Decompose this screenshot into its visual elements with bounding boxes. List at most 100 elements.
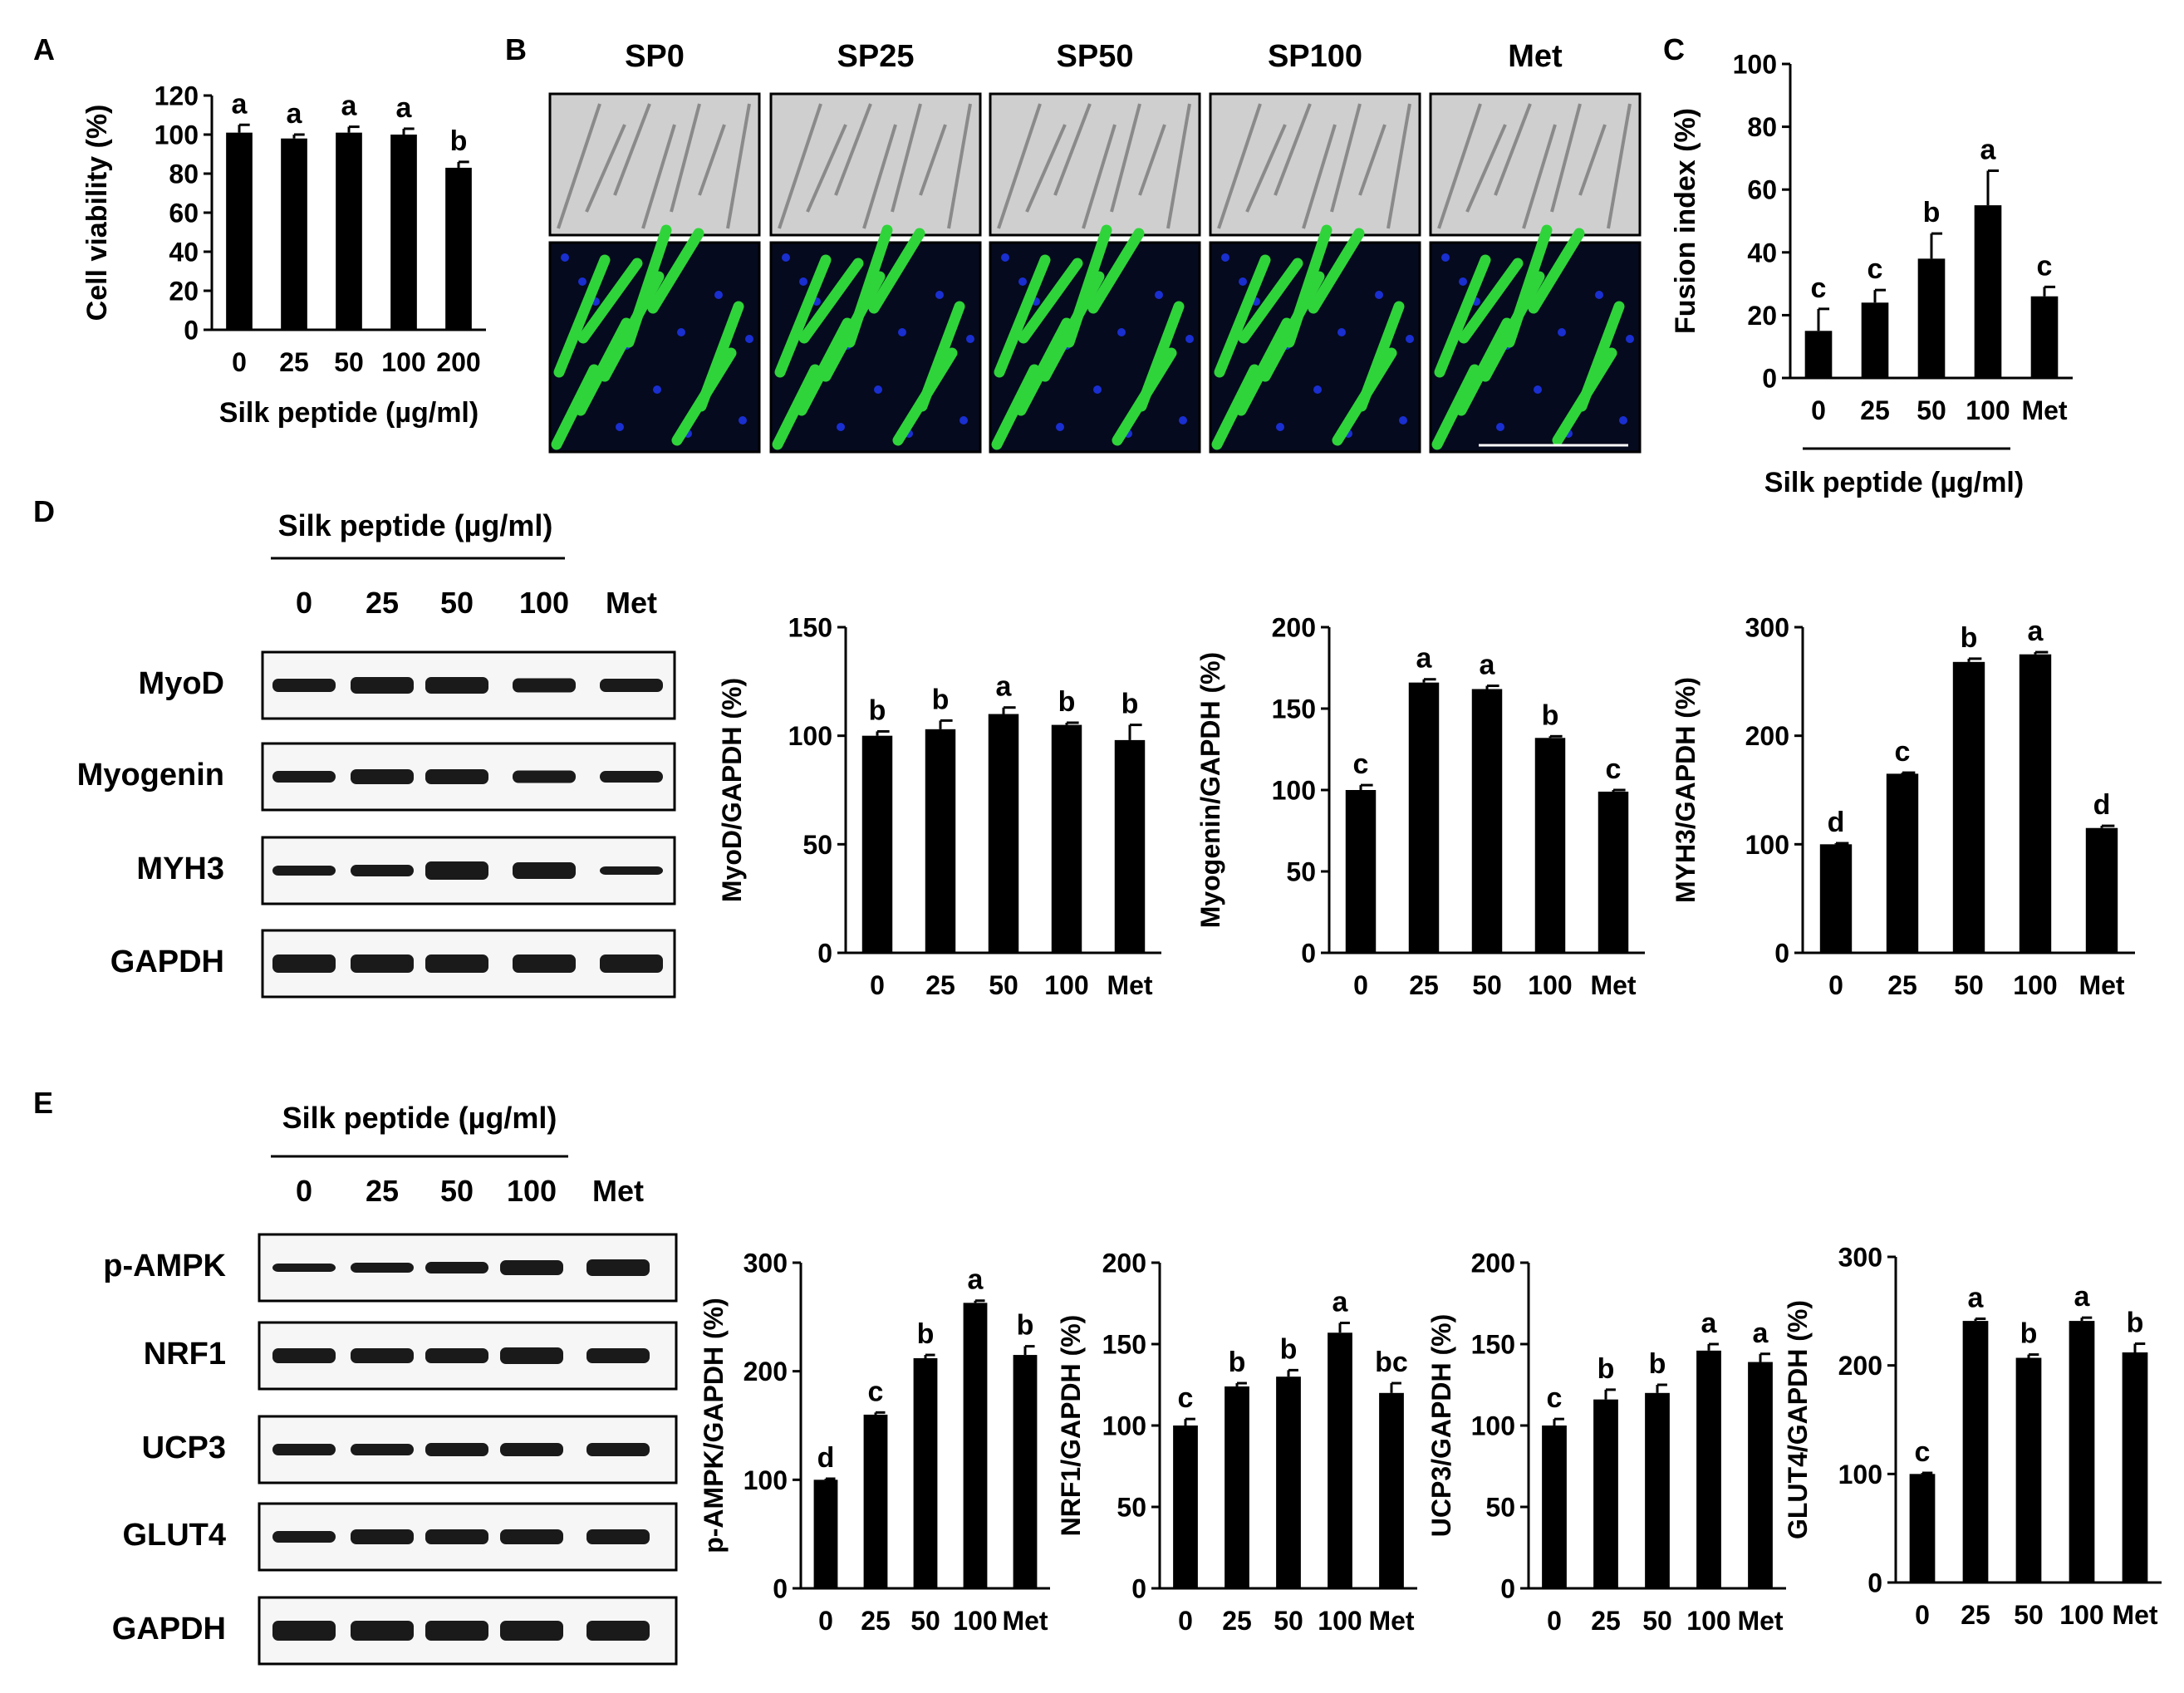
chart-d1: 0 50 100 150 MyoD/GAPDH (%) b 0 b 25 a 50 b 100 b Met: [717, 613, 1161, 1000]
nucleus-stain: [935, 291, 944, 299]
chart-d1-bar: [861, 735, 893, 953]
nucleus-stain: [714, 291, 723, 299]
blot-e-lane-label: 50: [440, 1174, 474, 1208]
myotube-stain: [647, 228, 704, 314]
chart-a-significance-letter: a: [232, 88, 248, 120]
blot-e-band: [272, 1444, 336, 1455]
nucleus-stain: [898, 328, 906, 336]
blot-d-band: [425, 954, 488, 973]
chart-e2-significance-letter: b: [1280, 1333, 1298, 1365]
brightfield-cell: [947, 103, 972, 229]
chart-d3: 0 100 200 300 MYH3/GAPDH (%) d 0 c 25 b 50 a 100 d Met: [1671, 613, 2135, 1000]
brightfield-cell: [806, 124, 847, 213]
chart-e1-ytick-label: 200: [744, 1357, 788, 1386]
nucleus-stain: [1459, 277, 1467, 286]
chart-e3-ylabel: UCP3/GAPDH (%): [1426, 1314, 1456, 1537]
blot-e-band: [425, 1262, 488, 1273]
nucleus-stain: [1496, 423, 1504, 431]
chart-a-bar: [445, 167, 472, 330]
nucleus-stain: [1001, 253, 1009, 262]
myotube-stain: [1528, 228, 1585, 314]
chart-a-significance-letter: b: [450, 125, 468, 157]
blot-e-band: [425, 1443, 488, 1456]
chart-e1-significance-letter: b: [917, 1318, 935, 1350]
chart-d2-xtick-label: 25: [1409, 970, 1439, 1000]
chart-e4-xtick-label: 0: [1915, 1600, 1930, 1630]
chart-e1-ytick-label: 300: [744, 1249, 788, 1278]
chart-a-ytick-label: 40: [169, 238, 199, 267]
chart-e2-bar: [1276, 1376, 1301, 1588]
blot-e-treatment-label: Silk peptide (µg/ml): [282, 1101, 557, 1135]
nucleus-stain: [677, 328, 685, 336]
blot-d-band: [272, 679, 336, 692]
chart-d1-bar: [1051, 724, 1082, 953]
nucleus-stain: [1595, 291, 1603, 299]
chart-e2-xtick-label: 25: [1222, 1606, 1252, 1636]
chart-d2: 0 50 100 150 200 Myogenin/GAPDH (%) c 0 a 25 a 50 b 1…: [1195, 613, 1645, 1000]
brightfield-cell: [862, 124, 897, 229]
myotube-stain: [1018, 258, 1083, 344]
chart-c-bar: [1974, 205, 2002, 378]
chart-e4-bar: [2015, 1357, 2042, 1583]
blot-d-band: [272, 866, 336, 876]
chart-d3-ytick-label: 200: [1745, 721, 1789, 751]
chart-e3-significance-letter: a: [1701, 1308, 1718, 1339]
chart-e1-ylabel: p-AMPK/GAPDH (%): [699, 1298, 729, 1553]
blot-e-band: [272, 1621, 336, 1641]
brightfield-cell: [1166, 103, 1191, 229]
blot-e-band: [351, 1348, 414, 1363]
myotube-stain: [796, 317, 853, 416]
myotube-stain: [868, 228, 925, 314]
chart-e3-xtick-label: 0: [1547, 1606, 1562, 1636]
blot-e-protein-label: UCP3: [142, 1430, 226, 1465]
brightfield-cell: [1274, 103, 1312, 196]
myotube-stain: [577, 258, 643, 344]
brightfield-cell: [778, 103, 822, 229]
nucleus-stain: [1093, 385, 1102, 394]
blot-e-band: [500, 1443, 563, 1456]
chart-d3-ytick-label: 0: [1774, 939, 1789, 969]
chart-e1-xtick-label: 0: [818, 1606, 833, 1636]
chart-d1-xtick-label: 50: [989, 970, 1018, 1000]
chart-a-bar: [281, 138, 307, 330]
chart-d2-ytick-label: 150: [1272, 694, 1316, 724]
blot-d-lane-label: 50: [440, 586, 474, 620]
chart-c-bar: [1917, 258, 1946, 378]
chart-e4-significance-letter: b: [2020, 1318, 2038, 1350]
chart-a-ytick-label: 60: [169, 199, 199, 228]
brightfield-cell: [1302, 124, 1337, 229]
chart-e2-significance-letter: b: [1229, 1347, 1246, 1378]
chart-d1-significance-letter: b: [1121, 689, 1139, 720]
nucleus-stain: [1276, 423, 1284, 431]
myotube-stain: [772, 364, 821, 450]
brightfield-cell: [1025, 124, 1067, 213]
myotube-stain: [553, 254, 611, 378]
chart-e4-significance-letter: a: [1968, 1282, 1985, 1313]
blot-d-band: [513, 678, 576, 693]
panel-letter-d: D: [33, 494, 55, 528]
chart-d3-xtick-label: 0: [1828, 970, 1843, 1000]
chart-d3-significance-letter: b: [1961, 622, 1978, 654]
blot-e-band: [586, 1529, 650, 1544]
nucleus-stain: [1626, 335, 1634, 343]
brightfield-cell: [919, 124, 947, 196]
myotube-stain: [1431, 364, 1480, 450]
chart-e2-ytick-label: 200: [1102, 1249, 1146, 1278]
blot-e-band: [586, 1259, 650, 1276]
chart-e1-bar: [813, 1480, 838, 1588]
chart-e3-significance-letter: b: [1598, 1353, 1615, 1385]
chart-a-xtick-label: 25: [279, 347, 309, 377]
chart-a-ytick-label: 0: [184, 316, 199, 346]
chart-d2-significance-letter: c: [1353, 748, 1369, 780]
bar-charts: 0 20 40 60 80 100 120 Cell viability (%) a 0 a 25 a 5…: [81, 50, 2162, 1636]
nucleus-stain: [1179, 416, 1187, 424]
chart-d3-bar: [2085, 827, 2118, 953]
chart-e4-significance-letter: b: [2127, 1308, 2144, 1339]
brightfield-cell: [1217, 103, 1262, 229]
chart-c-significance-letter: b: [1923, 197, 1941, 228]
chart-d2-xtick-label: 50: [1472, 970, 1502, 1000]
chart-d1-bar: [988, 714, 1019, 953]
nucleus-stain: [1018, 277, 1027, 286]
chart-a-ytick-label: 80: [169, 159, 199, 189]
